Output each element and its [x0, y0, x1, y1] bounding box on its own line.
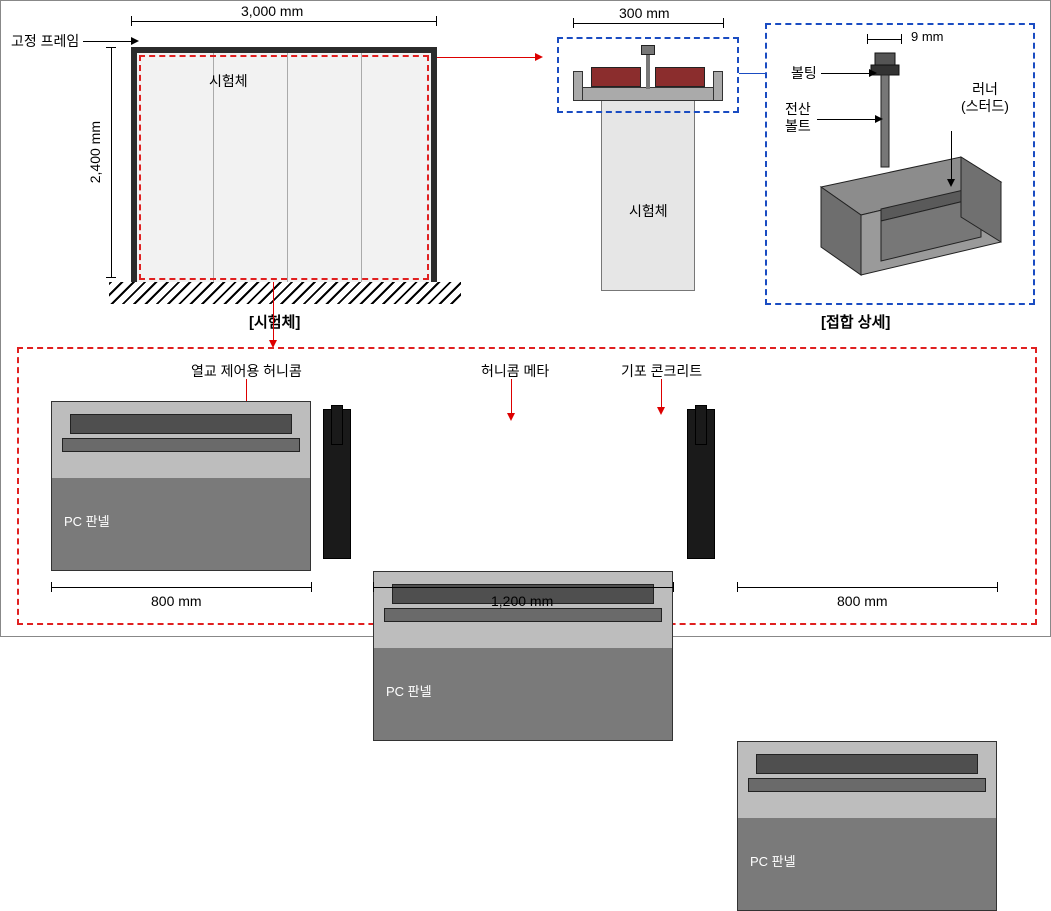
leader: [951, 131, 952, 181]
leader: [821, 73, 871, 74]
dim-tick: [867, 34, 868, 44]
label-specimen: 시험체: [209, 71, 248, 91]
specimen-frame: [131, 47, 437, 282]
dim-line: [131, 21, 436, 22]
xsec-meta: [62, 438, 300, 452]
dim-tick: [106, 277, 116, 278]
label-pc-panel: PC 판넬: [750, 851, 796, 870]
dim-line: [111, 47, 112, 277]
dim-tick: [311, 582, 312, 592]
dim-line: [737, 587, 997, 588]
dim-line: [51, 587, 311, 588]
xsec-honeycomb: [756, 754, 978, 774]
dim-tick: [737, 582, 738, 592]
dim-tick: [436, 16, 437, 26]
blue-link: [739, 73, 765, 74]
dim-line: [373, 587, 673, 588]
leader-red: [437, 57, 537, 58]
blue-dash-callout: [557, 37, 739, 113]
dim-1200: 1,200 mm: [491, 593, 553, 609]
arrow-icon: [131, 37, 139, 45]
dim-line: [867, 39, 901, 40]
arrow-icon: [869, 69, 877, 77]
dim-3000: 3,000 mm: [241, 3, 303, 19]
dim-300: 300 mm: [619, 5, 670, 21]
dim-800a: 800 mm: [151, 593, 202, 609]
dim-line: [573, 23, 723, 24]
label-aerated-concrete: 기포 콘크리트: [621, 361, 702, 381]
dim-tick: [131, 16, 132, 26]
label-thread-bolt: 전산 볼트: [785, 101, 811, 135]
leader-red: [511, 379, 512, 415]
caption-specimen: [시험체]: [249, 311, 300, 332]
arrow-icon: [507, 413, 515, 421]
ground-hatch: [109, 282, 461, 304]
leader: [817, 119, 877, 120]
dim-9mm: 9 mm: [911, 29, 944, 44]
label-honeycomb-meta: 허니콤 메타: [481, 361, 549, 381]
label-bolting: 볼팅: [791, 63, 817, 83]
label-pc-panel: PC 판넬: [64, 511, 110, 530]
cross-section: PC 판넬: [737, 741, 997, 911]
caption-joint: [접합 상세]: [821, 311, 890, 332]
dim-tick: [373, 582, 374, 592]
label-honeycomb-thermal: 열교 제어용 허니콤: [191, 361, 302, 381]
label-fixed-frame: 고정 프레임: [11, 31, 79, 51]
dim-tick: [51, 582, 52, 592]
xsec-meta: [748, 778, 986, 792]
leader-red: [273, 282, 274, 342]
dim-tick: [997, 582, 998, 592]
dim-tick: [723, 18, 724, 28]
arrow-icon: [657, 407, 665, 415]
label-specimen2: 시험체: [629, 201, 668, 221]
arrow-icon: [947, 179, 955, 187]
arrow-icon: [875, 115, 883, 123]
specimen-column: [601, 91, 695, 291]
dim-2400: 2,400 mm: [87, 121, 103, 183]
dim-tick: [106, 47, 116, 48]
xsec-meta: [384, 608, 662, 622]
label-pc-panel: PC 판넬: [386, 681, 432, 700]
dim-800b: 800 mm: [837, 593, 888, 609]
connector-tab: [695, 405, 707, 445]
connector-tab: [331, 405, 343, 445]
xsec-honeycomb: [70, 414, 292, 434]
arrow-icon: [535, 53, 543, 61]
cross-section: PC 판넬: [51, 401, 311, 571]
label-runner: 러너 (스터드): [961, 81, 1009, 115]
dim-tick: [673, 582, 674, 592]
leader: [83, 41, 133, 42]
red-dash-outline: [139, 55, 429, 280]
leader-red: [661, 379, 662, 409]
dim-tick: [901, 34, 902, 44]
dim-tick: [573, 18, 574, 28]
figure-canvas: 3,000 mm 2,400 mm 고정 프레임 시험체 [시험체] [접합 상…: [0, 0, 1051, 637]
